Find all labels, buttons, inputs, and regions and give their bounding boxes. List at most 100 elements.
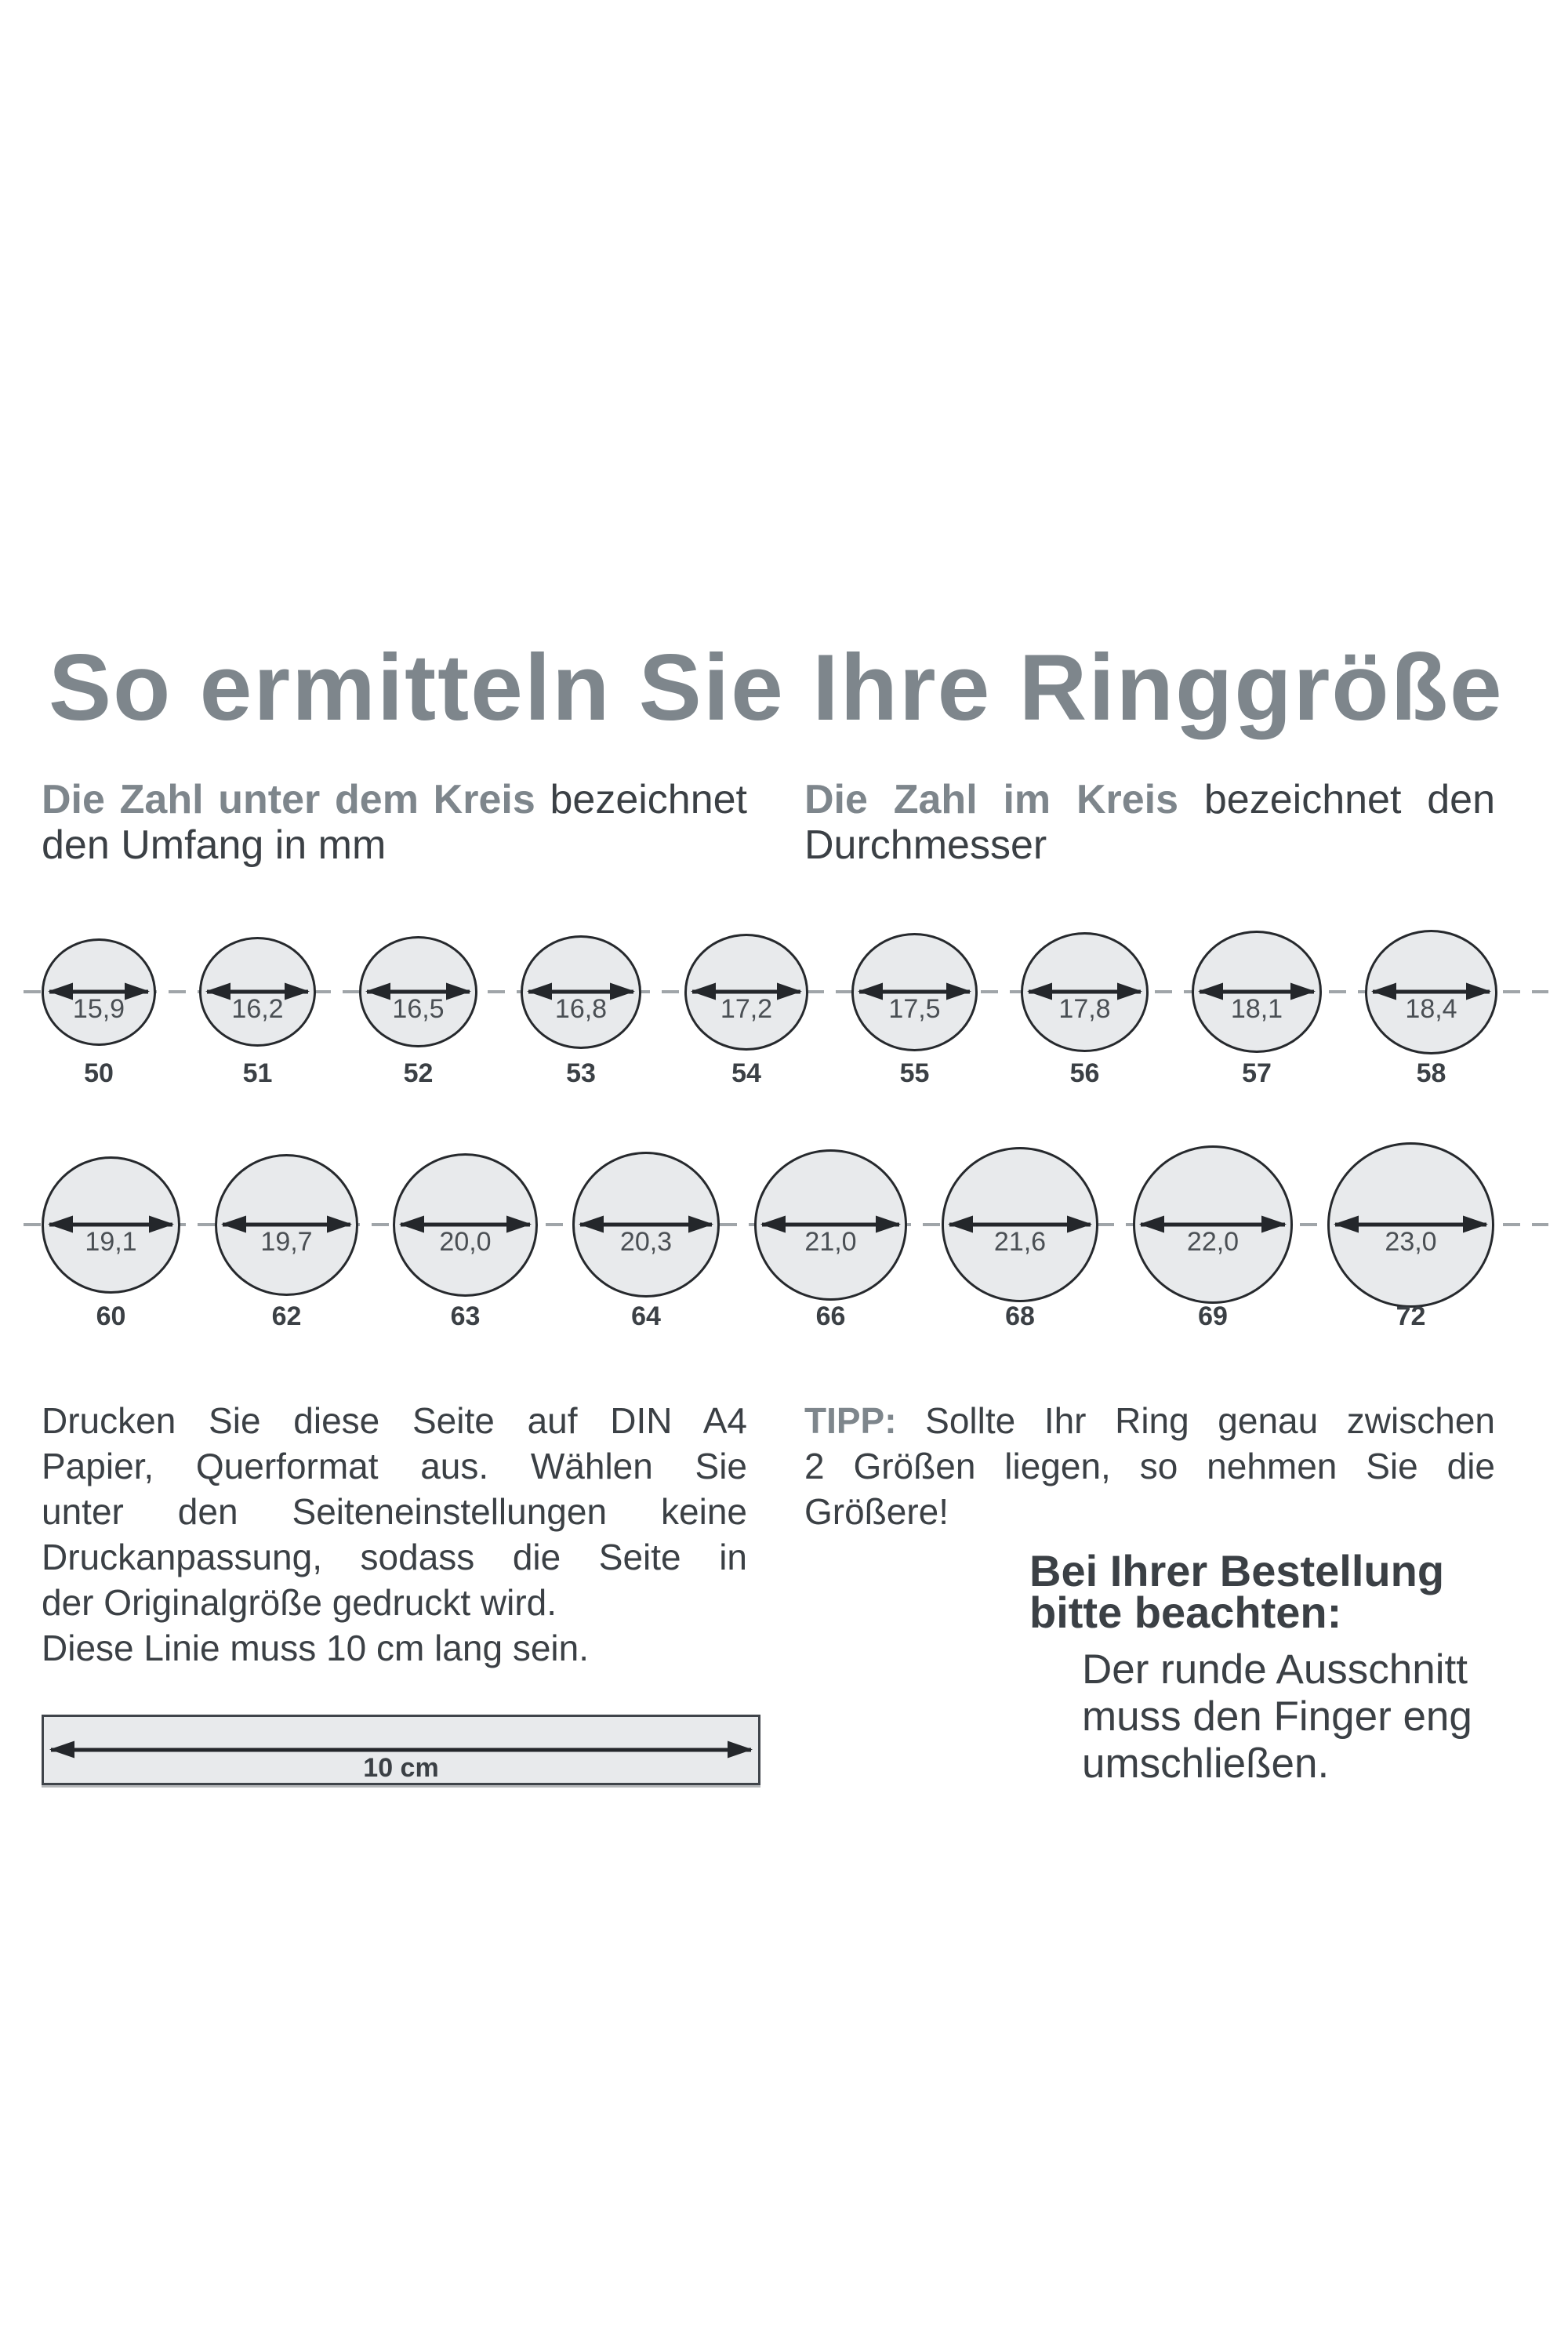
text-line: Drucken Sie diese Seite auf DIN A4 bbox=[42, 1398, 747, 1443]
diameter-arrow bbox=[48, 982, 150, 1000]
arrow-head-left-icon bbox=[365, 982, 390, 1000]
arrow-head-left-icon bbox=[1027, 982, 1052, 1000]
ring-size-label: 60 bbox=[96, 1301, 126, 1331]
page-title: So ermitteln Sie Ihre Ringgröße bbox=[49, 635, 1504, 740]
ring-circle: 17,5 bbox=[851, 932, 978, 1051]
ring-circle: 16,5 bbox=[359, 936, 477, 1047]
diameter-value: 22,0 bbox=[1186, 1227, 1240, 1257]
diameter-arrow bbox=[1139, 1215, 1287, 1233]
arrow-head-left-icon bbox=[399, 1215, 424, 1233]
plain-text: Sollte Ihr Ring genau zwischen bbox=[896, 1400, 1495, 1441]
plain-text: Druckanpassung, sodass die Seite in bbox=[42, 1537, 747, 1577]
ring-size-label: 64 bbox=[631, 1301, 661, 1331]
ring-size-label: 72 bbox=[1396, 1301, 1426, 1331]
arrow-head-right-icon bbox=[1290, 982, 1316, 1000]
ring-size-label: 63 bbox=[450, 1301, 481, 1331]
arrow-head-left-icon bbox=[1334, 1215, 1359, 1233]
arrow-head-left-icon bbox=[1371, 982, 1396, 1000]
arrow-head-left-icon bbox=[49, 1740, 74, 1759]
ring-circle: 21,0 bbox=[754, 1149, 907, 1301]
diameter-value: 16,5 bbox=[392, 994, 445, 1024]
diameter-arrow bbox=[1027, 982, 1142, 1000]
plain-text: bezeichnet den bbox=[1178, 777, 1495, 822]
diameter-value: 21,6 bbox=[993, 1227, 1047, 1257]
ruler-arrow bbox=[49, 1740, 753, 1759]
order-note-heading: Bei Ihrer Bestellung bitte beachten: bbox=[1029, 1549, 1444, 1635]
arrow-head-left-icon bbox=[527, 982, 552, 1000]
text-line: Die Zahl im Kreis bezeichnet den bbox=[804, 777, 1495, 822]
diameter-arrow bbox=[858, 982, 971, 1000]
arrow-head-left-icon bbox=[858, 982, 883, 1000]
text-line: umschließen. bbox=[1082, 1740, 1472, 1788]
text-line: bitte beachten: bbox=[1029, 1591, 1444, 1635]
arrow-head-left-icon bbox=[579, 1215, 604, 1233]
text-line: Diese Linie muss 10 cm lang sein. bbox=[42, 1625, 747, 1671]
arrow-head-left-icon bbox=[760, 1215, 786, 1233]
plain-text: Diese Linie muss 10 cm lang sein. bbox=[42, 1628, 589, 1668]
text-line: unter den Seiteneinstellungen keine bbox=[42, 1489, 747, 1534]
arrow-head-left-icon bbox=[48, 982, 73, 1000]
plain-text: unter den Seiteneinstellungen keine bbox=[42, 1491, 747, 1532]
diameter-value: 16,8 bbox=[554, 994, 608, 1024]
diameter-arrow bbox=[1198, 982, 1316, 1000]
ring-size-label: 69 bbox=[1198, 1301, 1228, 1331]
diameter-value: 23,0 bbox=[1385, 1227, 1437, 1257]
ring-size-label: 66 bbox=[815, 1301, 846, 1331]
diameter-value: 16,2 bbox=[231, 994, 284, 1024]
size-label-strip: 60 62 63 64 66 68 69 72 bbox=[42, 1301, 1494, 1332]
text-line: Druckanpassung, sodass die Seite in bbox=[42, 1534, 747, 1580]
arrow-head-right-icon bbox=[1117, 982, 1142, 1000]
text-line: Bei Ihrer Bestellung bbox=[1029, 1549, 1444, 1593]
arrow-head-left-icon bbox=[948, 1215, 973, 1233]
text-line: muss den Finger eng bbox=[1082, 1693, 1472, 1740]
intro-diameter-note: Die Zahl im Kreis bezeichnet den Durchmes… bbox=[804, 777, 1495, 868]
arrow-head-right-icon bbox=[876, 1215, 901, 1233]
arrow-head-right-icon bbox=[285, 982, 310, 1000]
ring-circle: 16,2 bbox=[199, 937, 316, 1047]
plain-text: Drucken Sie diese Seite auf DIN A4 bbox=[42, 1400, 747, 1441]
ring-circle: 18,4 bbox=[1365, 929, 1497, 1054]
diameter-arrow bbox=[1334, 1215, 1488, 1233]
diameter-value: 21,0 bbox=[804, 1227, 857, 1257]
ruler-length-label: 10 cm bbox=[363, 1753, 439, 1783]
arrow-head-left-icon bbox=[221, 1215, 246, 1233]
order-note-body: Der runde Ausschnitt muss den Finger eng u… bbox=[1082, 1646, 1472, 1788]
text-line: den Umfang in mm bbox=[42, 822, 747, 868]
plain-text: Durchmesser bbox=[804, 822, 1047, 868]
diameter-arrow bbox=[48, 1215, 174, 1233]
ring-size-label: 56 bbox=[1069, 1058, 1100, 1088]
plain-text: umschließen. bbox=[1082, 1740, 1330, 1787]
arrow-head-right-icon bbox=[125, 982, 150, 1000]
ring-size-label: 68 bbox=[1005, 1301, 1035, 1331]
arrow-head-left-icon bbox=[691, 982, 716, 1000]
diameter-arrow bbox=[579, 1215, 713, 1233]
ring-circle: 20,3 bbox=[572, 1152, 720, 1298]
ring-circle: 22,0 bbox=[1133, 1145, 1293, 1304]
text-line: TIPP: Sollte Ihr Ring genau zwischen bbox=[804, 1398, 1495, 1443]
ring-size-label: 53 bbox=[566, 1058, 596, 1088]
diameter-value: 18,4 bbox=[1405, 994, 1457, 1024]
ring-row-large-sizes: 19,1 19,7 20,0 20,3 21,0 21,6 22,0 23,0 60 62 63 6… bbox=[0, 1142, 1568, 1331]
ring-circle: 21,6 bbox=[942, 1147, 1098, 1302]
arrow-head-right-icon bbox=[506, 1215, 532, 1233]
plain-text: Der runde Ausschnitt bbox=[1082, 1646, 1468, 1693]
text-line: der Originalgröße gedruckt wird. bbox=[42, 1580, 747, 1625]
ring-circle: 16,8 bbox=[521, 935, 641, 1049]
text-line: Papier, Querformat aus. Wählen Sie bbox=[42, 1443, 747, 1489]
print-instructions: Drucken Sie diese Seite auf DIN A4 Papier… bbox=[42, 1398, 747, 1671]
ring-circle: 19,7 bbox=[215, 1153, 358, 1296]
arrow-head-right-icon bbox=[688, 1215, 713, 1233]
arrow-head-right-icon bbox=[1463, 1215, 1488, 1233]
arrow-head-right-icon bbox=[327, 1215, 352, 1233]
diameter-value: 17,5 bbox=[888, 994, 941, 1024]
diameter-arrow bbox=[691, 982, 802, 1000]
diameter-value: 20,0 bbox=[439, 1227, 492, 1257]
size-label-strip: 50 51 52 53 54 55 56 57 58 bbox=[42, 1058, 1497, 1089]
ring-circle: 17,8 bbox=[1021, 931, 1149, 1052]
text-line: 2 Größen liegen, so nehmen Sie die bbox=[804, 1443, 1495, 1489]
ring-size-label: 54 bbox=[731, 1058, 761, 1088]
diameter-value: 19,7 bbox=[260, 1227, 313, 1257]
diameter-value: 18,1 bbox=[1230, 994, 1283, 1024]
ring-size-label: 57 bbox=[1242, 1058, 1272, 1088]
